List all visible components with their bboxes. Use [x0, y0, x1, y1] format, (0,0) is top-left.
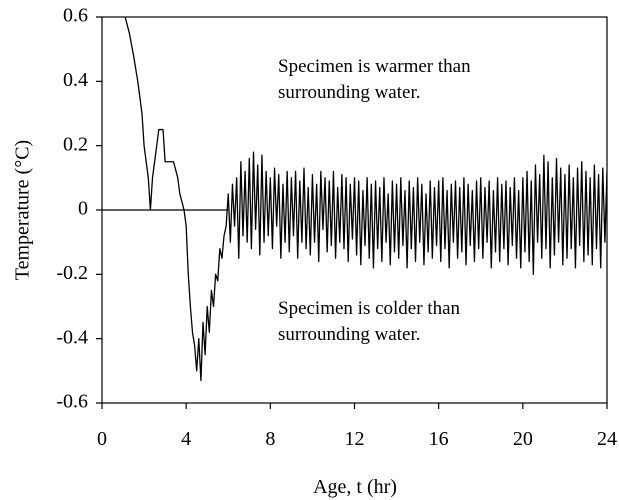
x-tick-label: 8: [265, 428, 275, 450]
x-tick-label: 24: [597, 428, 617, 450]
y-tick-label: -0.6: [56, 391, 88, 413]
x-tick-label: 0: [97, 428, 107, 450]
annotation: surrounding water.: [278, 82, 420, 103]
y-tick-label: -0.2: [56, 262, 88, 284]
x-axis-label: Age, t (hr): [313, 476, 397, 498]
annotation: Specimen is colder than: [278, 298, 461, 319]
y-axis-label: Temperature (°C): [12, 140, 34, 280]
x-tick-label: 16: [429, 428, 449, 450]
annotation: Specimen is warmer than: [278, 56, 471, 77]
y-tick-label: 0: [78, 198, 88, 220]
y-tick-label: 0.6: [63, 5, 88, 27]
y-tick-label: -0.4: [56, 326, 88, 348]
annotation: surrounding water.: [278, 324, 420, 345]
y-tick-label: 0.4: [63, 69, 88, 91]
x-tick-label: 20: [513, 428, 533, 450]
x-tick-label: 4: [181, 428, 191, 450]
x-tick-label: 12: [345, 428, 365, 450]
data-line: [124, 17, 607, 382]
y-tick-label: 0.2: [63, 133, 88, 155]
